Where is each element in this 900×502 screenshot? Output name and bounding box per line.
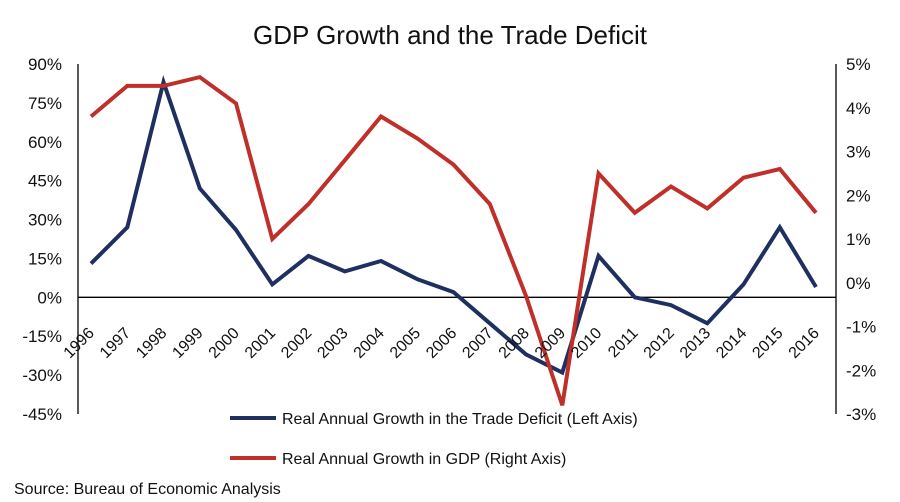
x-tick-label: 2013 — [677, 325, 714, 362]
left-tick-label: 0% — [37, 288, 62, 307]
axes-layer: 90% 75% 60% 45% 30% 15% 0% -15% -30% -45% 5% 4% 3% 2%… — [22, 55, 876, 424]
x-tick-label: 2012 — [641, 325, 678, 362]
x-tick-label: 2015 — [749, 325, 786, 362]
x-tick-label: 2005 — [387, 325, 424, 362]
x-tick-label: 2006 — [423, 325, 460, 362]
right-tick-label: -2% — [846, 361, 876, 380]
legend-label-trade-deficit: Real Annual Growth in the Trade Deficit … — [282, 411, 638, 428]
right-tick-label: 2% — [846, 186, 871, 205]
x-tick-label: 2002 — [278, 325, 315, 362]
x-tick-label: 1999 — [169, 325, 206, 362]
x-tick-label: 2014 — [713, 325, 750, 362]
left-tick-label: -45% — [22, 405, 62, 424]
x-tick-label: 2011 — [605, 325, 641, 361]
right-tick-label: -3% — [846, 405, 876, 424]
left-tick-label: 45% — [28, 172, 62, 191]
legend: Real Annual Growth in the Trade Deficit … — [230, 411, 638, 468]
left-tick-label: 60% — [28, 133, 62, 152]
x-tick-label: 2016 — [786, 325, 823, 362]
x-tick-label: 2004 — [351, 325, 388, 362]
left-tick-label: 75% — [28, 94, 62, 113]
left-tick-label: -15% — [22, 327, 62, 346]
legend-label-gdp: Real Annual Growth in GDP (Right Axis) — [282, 451, 566, 468]
series-layer — [89, 74, 818, 406]
right-tick-label: 1% — [846, 230, 871, 249]
x-tick-layer: 1996 1997 1998 1999 2000 2001 2002 2003 2004 2005… — [61, 325, 823, 362]
x-tick-label: 2003 — [314, 325, 351, 362]
right-tick-label: 0% — [846, 274, 871, 293]
chart-title: GDP Growth and the Trade Deficit — [253, 20, 648, 50]
right-tick-label: 5% — [846, 55, 871, 74]
right-tick-label: 3% — [846, 143, 871, 162]
series-line-gdp — [89, 74, 818, 406]
x-tick-label: 1998 — [133, 325, 170, 362]
x-tick-label: 1997 — [97, 325, 134, 362]
source-note: Source: Bureau of Economic Analysis — [14, 481, 281, 498]
left-tick-label: 30% — [28, 211, 62, 230]
x-tick-label: 1996 — [61, 325, 98, 362]
left-tick-label: -30% — [22, 366, 62, 385]
x-tick-label: 2007 — [459, 325, 496, 362]
x-tick-label: 2000 — [206, 325, 243, 362]
series-line-trade-deficit — [89, 75, 818, 376]
left-tick-label: 90% — [28, 55, 62, 74]
right-tick-label: 4% — [846, 99, 871, 118]
left-tick-label: 15% — [28, 249, 62, 268]
x-tick-label: 2001 — [242, 325, 279, 362]
right-tick-label: -1% — [846, 318, 876, 337]
